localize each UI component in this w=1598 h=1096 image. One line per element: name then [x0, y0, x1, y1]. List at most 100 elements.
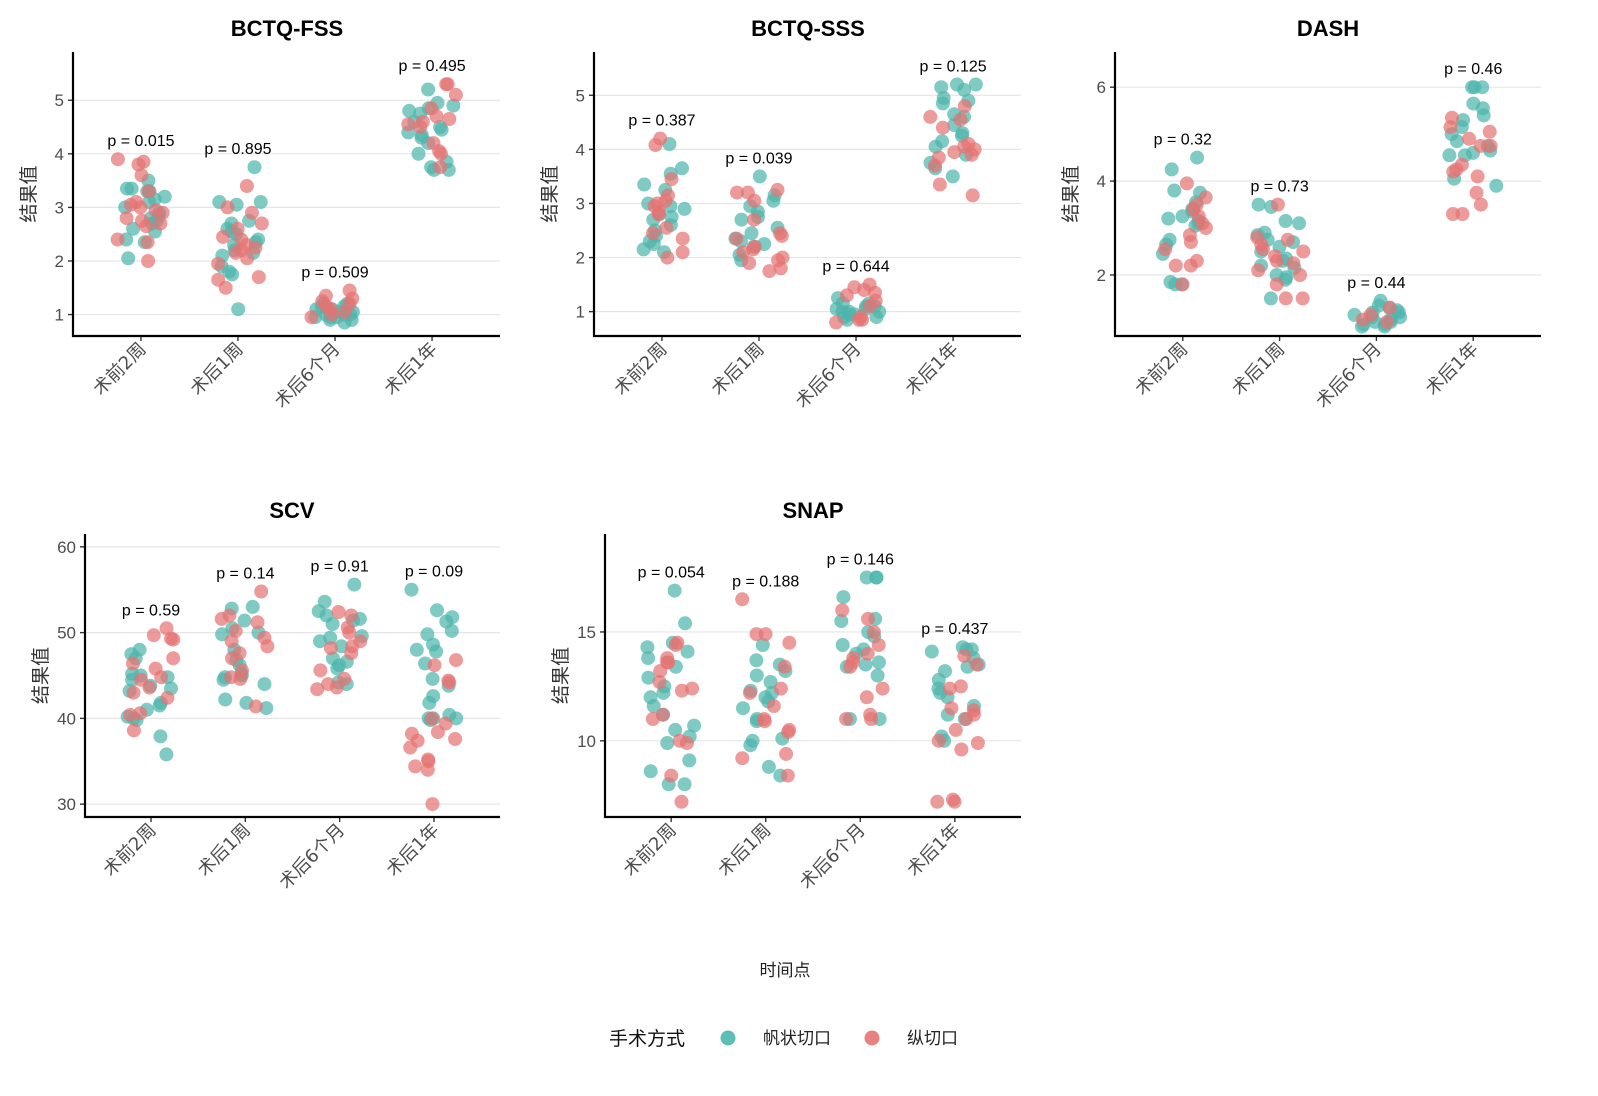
data-point-fan-incision: [1175, 209, 1190, 224]
data-point-longitudinal-incision: [439, 77, 454, 92]
data-point-longitudinal-incision: [1278, 291, 1293, 306]
data-point-longitudinal-incision: [1483, 138, 1498, 153]
data-point-fan-incision: [664, 210, 679, 224]
p-value-label: p = 0.387: [628, 113, 695, 130]
data-point-longitudinal-incision: [1195, 216, 1210, 231]
data-point-fan-incision: [259, 701, 274, 716]
axes: [592, 52, 1021, 338]
data-point-fan-incision: [834, 614, 849, 629]
data-point-fan-incision: [761, 759, 776, 774]
data-point-longitudinal-incision: [777, 659, 792, 674]
data-point-longitudinal-incision: [146, 628, 161, 643]
data-point-longitudinal-incision: [427, 658, 442, 673]
data-point-longitudinal-incision: [782, 635, 797, 650]
data-point-longitudinal-incision: [780, 768, 795, 783]
data-point-fan-incision: [218, 692, 233, 707]
axes: [83, 534, 500, 819]
data-point-longitudinal-incision: [845, 655, 860, 670]
data-point-longitudinal-incision: [1183, 235, 1198, 250]
data-point-longitudinal-incision: [931, 733, 946, 748]
data-point-longitudinal-incision: [729, 231, 744, 246]
data-point-longitudinal-incision: [319, 299, 334, 314]
data-point-fan-incision: [678, 616, 693, 631]
data-point-longitudinal-incision: [861, 611, 875, 626]
data-point-longitudinal-incision: [1251, 263, 1266, 278]
y-tick-label: 10: [577, 732, 596, 751]
data-point-fan-incision: [425, 671, 440, 686]
data-point-longitudinal-incision: [344, 608, 359, 623]
data-point-fan-incision: [444, 623, 459, 638]
data-point-longitudinal-incision: [1280, 232, 1295, 247]
data-point-longitudinal-incision: [211, 256, 226, 271]
data-point-fan-incision: [1467, 80, 1482, 95]
data-point-fan-incision: [743, 738, 758, 753]
p-value-label: p = 0.73: [1250, 179, 1308, 196]
p-value-label: p = 0.91: [311, 559, 369, 576]
data-point-fan-incision: [1167, 183, 1182, 198]
y-tick-label: 4: [55, 145, 64, 164]
data-point-longitudinal-incision: [648, 138, 663, 152]
data-point-longitudinal-incision: [775, 250, 790, 265]
data-point-longitudinal-incision: [766, 699, 781, 713]
data-point-longitudinal-incision: [1179, 176, 1194, 191]
data-point-longitudinal-incision: [651, 207, 666, 222]
data-point-longitudinal-incision: [148, 203, 163, 218]
data-point-fan-incision: [736, 701, 750, 716]
data-point-fan-incision: [159, 747, 174, 762]
data-point-longitudinal-incision: [424, 101, 439, 116]
data-point-longitudinal-incision: [1175, 277, 1190, 292]
legend-label-fan-incision: 帆状切口: [763, 1029, 831, 1049]
data-point-fan-incision: [334, 639, 349, 654]
data-point-longitudinal-incision: [959, 712, 974, 726]
axes: [1113, 52, 1541, 338]
data-point-longitudinal-incision: [758, 627, 773, 642]
data-point-longitudinal-incision: [214, 611, 229, 626]
data-point-longitudinal-incision: [954, 742, 969, 757]
data-point-fan-incision: [153, 729, 168, 744]
x-tick-label: 术前2周: [610, 339, 671, 400]
data-point-longitudinal-incision: [449, 653, 463, 668]
data-point-fan-incision: [330, 661, 345, 676]
data-point-longitudinal-incision: [240, 251, 255, 266]
data-point-fan-incision: [835, 638, 850, 652]
y-tick-label: 6: [1097, 78, 1106, 97]
data-point-longitudinal-incision: [735, 592, 750, 607]
data-point-longitudinal-incision: [331, 605, 346, 619]
data-point-longitudinal-incision: [338, 304, 352, 319]
data-point-fan-incision: [446, 98, 461, 113]
y-tick-label: 1: [55, 306, 64, 325]
data-point-longitudinal-incision: [141, 184, 156, 199]
data-point-longitudinal-incision: [839, 288, 854, 303]
data-point-longitudinal-incision: [730, 185, 744, 200]
data-point-longitudinal-incision: [650, 196, 665, 211]
x-tick-label: 术后1周: [186, 339, 247, 400]
y-tick-label: 1: [576, 303, 585, 322]
data-point-longitudinal-incision: [140, 235, 155, 250]
data-point-longitudinal-incision: [442, 675, 457, 690]
data-point-longitudinal-incision: [239, 179, 254, 193]
data-point-longitudinal-incision: [829, 315, 844, 330]
x-tick-label: 术后6个月: [792, 339, 866, 413]
y-axis-title: 结果值: [1060, 165, 1082, 222]
data-point-fan-incision: [677, 201, 692, 216]
data-point-longitudinal-incision: [1158, 242, 1173, 257]
data-point-longitudinal-incision: [957, 648, 972, 663]
data-point-longitudinal-incision: [224, 634, 239, 649]
data-point-longitudinal-incision: [344, 646, 359, 661]
axes: [71, 52, 500, 338]
data-point-longitudinal-incision: [153, 216, 168, 231]
p-value-label: p = 0.039: [725, 150, 792, 167]
data-point-longitudinal-incision: [1469, 185, 1484, 200]
data-point-longitudinal-incision: [119, 211, 134, 226]
y-tick-label: 50: [57, 624, 76, 643]
data-point-longitudinal-incision: [969, 657, 984, 672]
y-axis-title: 结果值: [539, 165, 561, 222]
data-point-fan-incision: [945, 169, 960, 184]
data-point-longitudinal-incision: [1256, 242, 1270, 257]
data-point-longitudinal-incision: [930, 794, 945, 809]
data-point-fan-incision: [682, 753, 697, 768]
data-point-longitudinal-incision: [1446, 164, 1461, 179]
data-point-longitudinal-incision: [1168, 258, 1183, 273]
